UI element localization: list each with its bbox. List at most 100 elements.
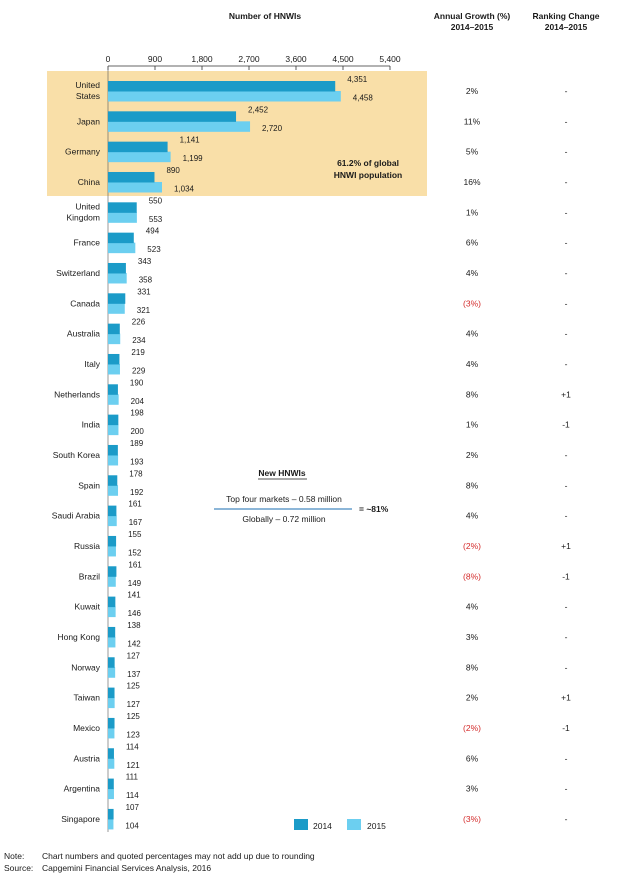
value-label-2014: 219: [131, 348, 145, 357]
ranking-change-value: -: [565, 632, 568, 642]
bar-2015: [108, 727, 115, 739]
source-text: Capgemini Financial Services Analysis, 2…: [42, 863, 211, 873]
ranking-change-value: -: [565, 177, 568, 187]
country-label: Kingdom: [66, 212, 100, 222]
country-row: Germany 1,141 1,199 5% -: [65, 136, 568, 164]
ranking-change-value: -: [565, 116, 568, 126]
country-label: Singapore: [61, 814, 100, 824]
value-label-2015: 152: [128, 548, 142, 557]
growth-column-period: 2014–2015: [451, 22, 494, 32]
growth-value: 16%: [463, 177, 480, 187]
ranking-change-value: -: [565, 238, 568, 248]
country-label: Italy: [84, 359, 100, 369]
rank-column-period: 2014–2015: [545, 22, 588, 32]
growth-value: 1%: [466, 207, 479, 217]
bar-2014: [108, 596, 116, 608]
country-row: Brazil 161 149 (8%) -1: [79, 560, 570, 588]
growth-value: 6%: [466, 753, 479, 763]
ranking-change-value: -: [565, 480, 568, 490]
bar-2014: [108, 353, 120, 365]
ranking-change-value: -: [565, 268, 568, 278]
bar-2015: [108, 363, 120, 375]
country-row: China 890 1,034 16% -: [78, 166, 568, 194]
ranking-change-value: -: [565, 814, 568, 824]
ranking-change-value: -: [565, 298, 568, 308]
value-label-2015: 321: [137, 306, 151, 315]
bar-2014: [108, 475, 118, 486]
ranking-change-value: -: [565, 602, 568, 612]
value-label-2015: 167: [129, 518, 143, 527]
growth-value: 11%: [464, 116, 481, 126]
growth-value: 4%: [466, 511, 479, 521]
bar-2015: [108, 272, 127, 284]
bar-2015: [108, 394, 119, 405]
value-label-2014: 107: [126, 803, 140, 812]
value-label-2015: 149: [128, 579, 142, 588]
bar-2015: [108, 697, 115, 709]
bar-2014: [108, 444, 118, 456]
value-label-2015: 121: [126, 761, 140, 770]
value-label-2015: 4,458: [353, 94, 374, 103]
value-label-2014: 331: [137, 287, 151, 296]
country-row: Austria 114 121 6% -: [74, 742, 568, 770]
value-label-2014: 189: [130, 439, 144, 448]
growth-value: 4%: [466, 602, 479, 612]
value-label-2014: 550: [149, 196, 163, 205]
value-label-2014: 125: [127, 712, 141, 721]
value-label-2015: 137: [127, 670, 141, 679]
bar-2015: [108, 212, 137, 223]
ranking-change-value: -1: [562, 420, 570, 430]
growth-value: 8%: [466, 389, 479, 399]
growth-value: (8%): [463, 571, 481, 581]
x-tick-label: 3,600: [285, 54, 307, 64]
annotation-title: New HNWIs: [258, 468, 306, 478]
country-label: China: [78, 177, 100, 187]
ranking-change-value: +1: [561, 541, 571, 551]
country-row: South Korea 189 193 2% -: [53, 439, 568, 467]
bar-2014: [108, 384, 118, 395]
value-label-2014: 190: [130, 378, 144, 387]
x-tick-label: 900: [148, 54, 162, 64]
value-label-2015: 104: [125, 821, 139, 830]
growth-value: 1%: [466, 420, 479, 430]
x-tick-label: 0: [106, 54, 111, 64]
value-label-2014: 494: [146, 227, 160, 236]
country-label: Japan: [77, 116, 100, 126]
bar-2014: [108, 323, 120, 335]
country-label: United: [75, 80, 100, 90]
growth-value: 4%: [466, 268, 479, 278]
value-label-2015: 229: [132, 366, 146, 375]
bar-2015: [108, 758, 115, 769]
ranking-change-value: -: [565, 784, 568, 794]
value-label-2014: 114: [126, 742, 139, 751]
legend-label-2015: 2015: [367, 821, 386, 831]
ranking-change-value: -: [565, 147, 568, 157]
country-row: Kuwait 141 146 4% -: [74, 591, 567, 619]
bar-2015: [108, 151, 171, 163]
x-axis-ticks: 0 900 1,800 2,700 3,600 4,500 5,400: [106, 54, 401, 70]
bar-2015: [108, 515, 117, 527]
annotation-result: = ~81%: [359, 504, 389, 514]
growth-value: 8%: [466, 662, 479, 672]
value-label-2014: 141: [127, 591, 141, 600]
growth-value: 3%: [466, 784, 479, 794]
bar-2014: [108, 111, 237, 122]
source-label: Source:: [4, 863, 33, 873]
value-label-2014: 127: [127, 651, 141, 660]
bar-2014: [108, 808, 114, 820]
country-label: Germany: [65, 147, 101, 157]
bar-2015: [108, 242, 136, 254]
value-label-2015: 2,720: [262, 124, 283, 133]
bar-2014: [108, 657, 115, 668]
legend-swatch-2014: [294, 819, 308, 830]
ranking-change-value: +1: [561, 389, 571, 399]
bar-2014: [108, 141, 168, 153]
country-label: Spain: [78, 480, 100, 490]
bar-2015: [108, 181, 162, 193]
bar-2015: [108, 303, 125, 314]
country-label: Switzerland: [56, 268, 100, 278]
value-label-2015: 1,034: [174, 184, 195, 193]
